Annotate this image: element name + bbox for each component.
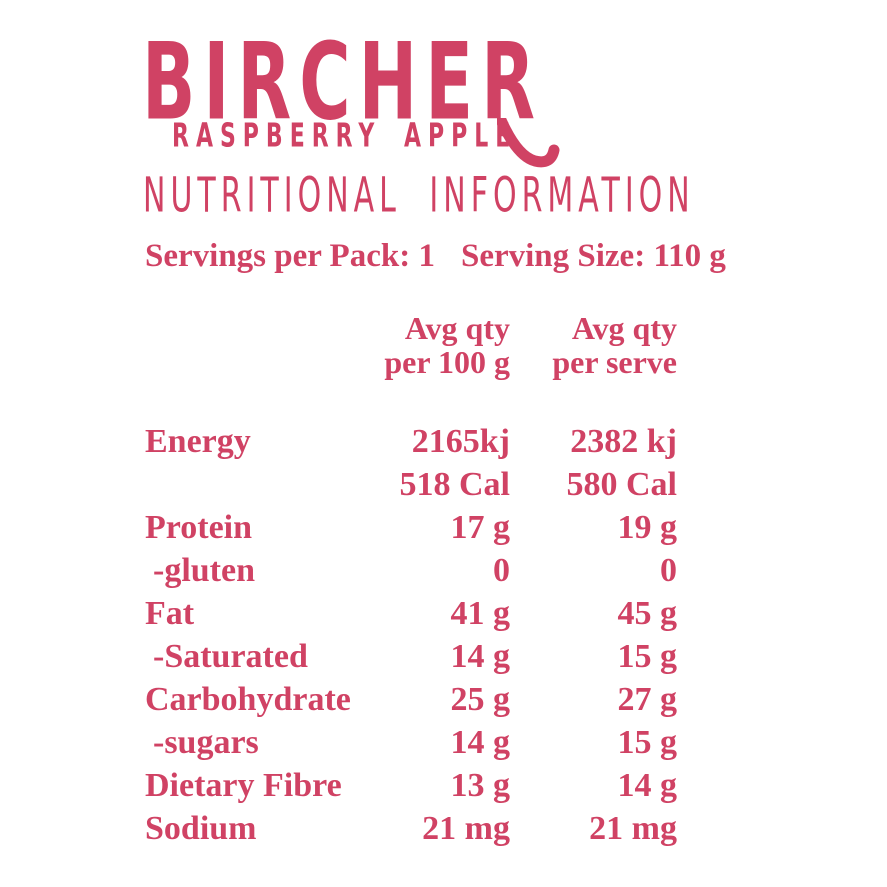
- row-label: Energy: [145, 423, 251, 460]
- row-label: Dietary Fibre: [145, 767, 342, 804]
- table-row-sugars: -sugars 14 g 15 g: [145, 721, 690, 764]
- row-label: -gluten: [153, 552, 255, 589]
- row-label: Sodium: [145, 810, 257, 847]
- row-value-per-100g: 14 g: [450, 724, 511, 761]
- row-value-per-serve: 45 g: [617, 595, 678, 632]
- brand-title: BIRCHER: [142, 19, 543, 145]
- serving-info-line: Servings per Pack: 1 Serving Size: 110 g: [145, 240, 726, 273]
- row-label: -sugars: [153, 724, 259, 761]
- row-label: Carbohydrate: [145, 681, 351, 718]
- brand-r-tail-swash-icon: [497, 118, 560, 168]
- row-value-per-100g: 17 g: [450, 509, 511, 546]
- row-label: Fat: [145, 595, 195, 632]
- table-row-dietary-fibre: Dietary Fibre 13 g 14 g: [145, 764, 690, 807]
- table-row-saturated: -Saturated 14 g 15 g: [145, 635, 690, 678]
- serving-size-text: Serving Size: 110 g: [460, 238, 726, 274]
- row-value-per-100g: 518 Cal: [399, 466, 511, 503]
- servings-per-pack-text: Servings per Pack: 1: [145, 238, 435, 274]
- row-label: -Saturated: [153, 638, 308, 675]
- row-value-per-serve: 27 g: [617, 681, 678, 718]
- column-header-line: Avg qty: [571, 310, 677, 346]
- nutrition-table-body: Energy 2165kj 2382 kj 518 Cal 580 Cal Pr…: [145, 420, 690, 850]
- row-value-per-100g: 2165kj: [411, 423, 510, 460]
- table-row-protein: Protein 17 g 19 g: [145, 506, 690, 549]
- row-value-per-serve: 2382 kj: [570, 423, 677, 460]
- table-row-gluten: -gluten 0 0: [145, 549, 690, 592]
- row-label: Protein: [145, 509, 253, 546]
- table-row-energy: Energy 2165kj 2382 kj: [145, 420, 690, 463]
- row-value-per-100g: 21 mg: [422, 810, 510, 847]
- column-header-line: per 100 g: [384, 344, 510, 380]
- table-row-sodium: Sodium 21 mg 21 mg: [145, 807, 690, 850]
- row-value-per-serve: 21 mg: [589, 810, 677, 847]
- row-value-per-100g: 25 g: [450, 681, 511, 718]
- row-value-per-serve: 15 g: [617, 638, 678, 675]
- column-header-line: Avg qty: [404, 310, 510, 346]
- section-heading: NUTRITIONAL INFORMATION: [143, 168, 695, 225]
- table-row-carbohydrate: Carbohydrate 25 g 27 g: [145, 678, 690, 721]
- row-value-per-serve: 0: [660, 552, 677, 589]
- row-value-per-serve: 580 Cal: [566, 466, 678, 503]
- nutrition-table-header: Avg qty per 100 g Avg qty per serve: [145, 311, 690, 379]
- row-value-per-100g: 13 g: [450, 767, 511, 804]
- header-row: Avg qty per 100 g Avg qty per serve: [145, 311, 690, 379]
- column-header-line: per serve: [552, 344, 677, 380]
- brand-subtitle: RASPBERRY APPLE: [172, 118, 518, 156]
- row-value-per-100g: 0: [493, 552, 510, 589]
- row-value-per-serve: 19 g: [617, 509, 678, 546]
- row-value-per-serve: 15 g: [617, 724, 678, 761]
- table-row-energy-cal: 518 Cal 580 Cal: [145, 463, 690, 506]
- row-value-per-100g: 14 g: [450, 638, 511, 675]
- row-value-per-serve: 14 g: [617, 767, 678, 804]
- table-row-fat: Fat 41 g 45 g: [145, 592, 690, 635]
- column-header-per-100g: Avg qty per 100 g: [345, 311, 510, 379]
- nutrition-table: Avg qty per 100 g Avg qty per serve Ener…: [145, 311, 690, 850]
- row-value-per-100g: 41 g: [450, 595, 511, 632]
- column-header-per-serve: Avg qty per serve: [510, 311, 677, 379]
